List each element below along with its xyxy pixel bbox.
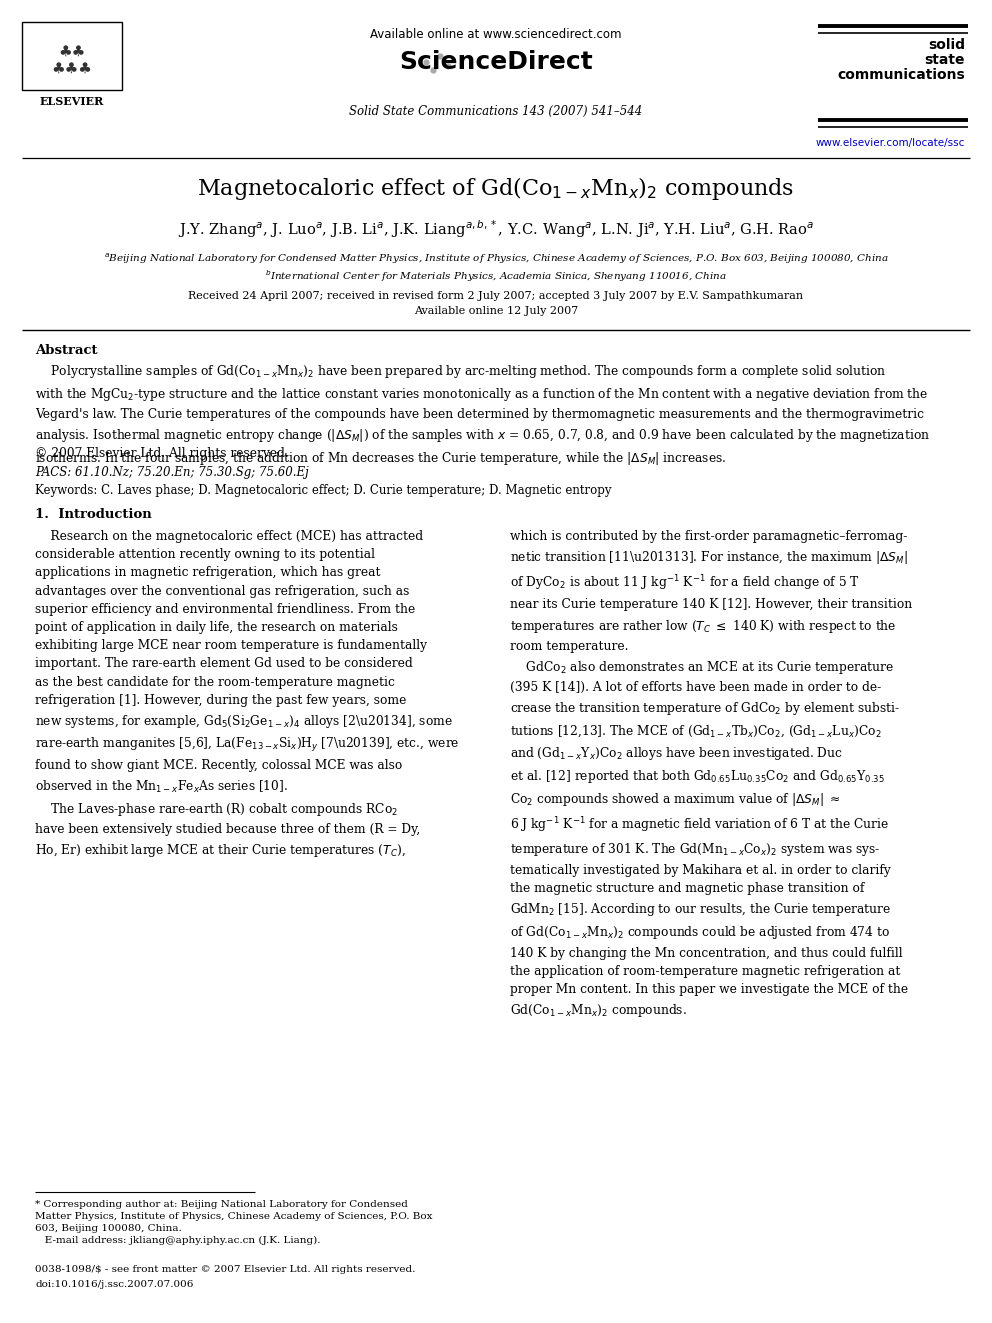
Text: * Corresponding author at: Beijing National Laboratory for Condensed
Matter Phys: * Corresponding author at: Beijing Natio… [35, 1200, 433, 1245]
Text: 1.  Introduction: 1. Introduction [35, 508, 152, 521]
Text: which is contributed by the first-order paramagnetic–ferromag-
netic transition : which is contributed by the first-order … [510, 531, 913, 1019]
Text: Available online 12 July 2007: Available online 12 July 2007 [414, 306, 578, 316]
Text: Available online at www.sciencedirect.com: Available online at www.sciencedirect.co… [370, 28, 622, 41]
Text: Polycrystalline samples of Gd(Co$_{1-x}$Mn$_x$)$_2$ have been prepared by arc-me: Polycrystalline samples of Gd(Co$_{1-x}$… [35, 363, 930, 467]
Text: state: state [925, 53, 965, 67]
Text: J.Y. Zhang$^{a}$, J. Luo$^{a}$, J.B. Li$^{a}$, J.K. Liang$^{a,b,*}$, Y.C. Wang$^: J.Y. Zhang$^{a}$, J. Luo$^{a}$, J.B. Li$… [178, 218, 814, 239]
Text: Research on the magnetocaloric effect (MCE) has attracted
considerable attention: Research on the magnetocaloric effect (M… [35, 531, 459, 860]
Text: 0038-1098/$ - see front matter © 2007 Elsevier Ltd. All rights reserved.: 0038-1098/$ - see front matter © 2007 El… [35, 1265, 416, 1274]
Text: doi:10.1016/j.ssc.2007.07.006: doi:10.1016/j.ssc.2007.07.006 [35, 1279, 193, 1289]
Text: communications: communications [837, 67, 965, 82]
Text: PACS: 61.10.Nz; 75.20.En; 75.30.Sg; 75.60.Ej: PACS: 61.10.Nz; 75.20.En; 75.30.Sg; 75.6… [35, 466, 309, 479]
Text: $^{a}$Beijing National Laboratory for Condensed Matter Physics, Institute of Phy: $^{a}$Beijing National Laboratory for Co… [104, 251, 888, 266]
Text: ScienceDirect: ScienceDirect [399, 50, 593, 74]
Text: $^{b}$International Center for Materials Physics, Academia Sinica, Shenyang 1100: $^{b}$International Center for Materials… [265, 269, 727, 284]
Text: Keywords: C. Laves phase; D. Magnetocaloric effect; D. Curie temperature; D. Mag: Keywords: C. Laves phase; D. Magnetocalo… [35, 484, 611, 497]
Bar [22, 22, 122, 90]
Text: Abstract: Abstract [35, 344, 97, 357]
Text: solid: solid [928, 38, 965, 52]
Text: www.elsevier.com/locate/ssc: www.elsevier.com/locate/ssc [815, 138, 965, 148]
Text: Magnetocaloric effect of Gd(Co$_{1-x}$Mn$_{x}$)$_2$ compounds: Magnetocaloric effect of Gd(Co$_{1-x}$Mn… [197, 175, 795, 202]
Text: Received 24 April 2007; received in revised form 2 July 2007; accepted 3 July 20: Received 24 April 2007; received in revi… [188, 291, 804, 302]
Text: ELSEVIER: ELSEVIER [40, 97, 104, 107]
Text: ♣♣
♣♣♣: ♣♣ ♣♣♣ [52, 44, 92, 77]
Text: © 2007 Elsevier Ltd. All rights reserved.: © 2007 Elsevier Ltd. All rights reserved… [35, 447, 289, 460]
Text: Solid State Communications 143 (2007) 541–544: Solid State Communications 143 (2007) 54… [349, 105, 643, 118]
